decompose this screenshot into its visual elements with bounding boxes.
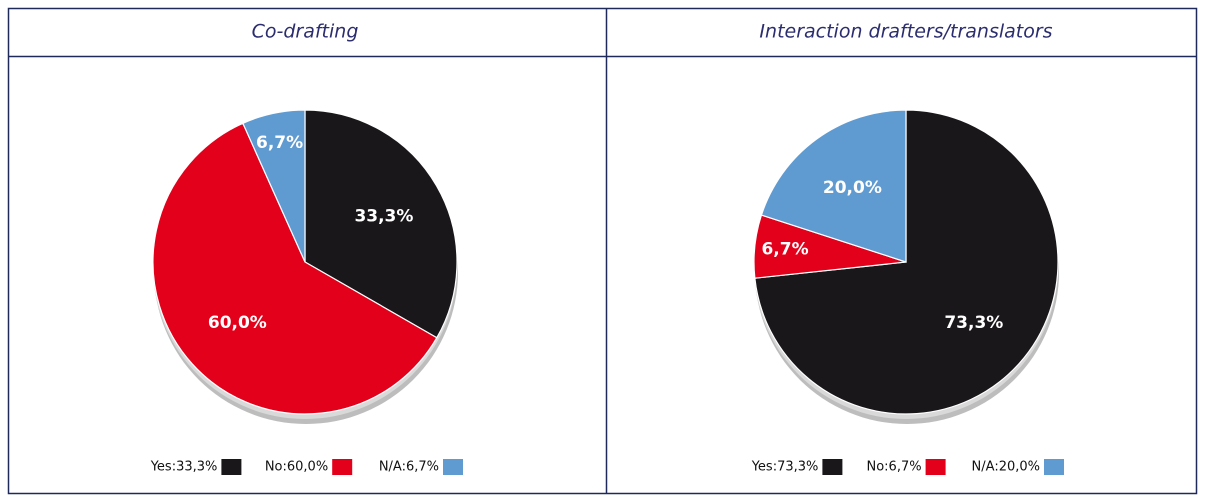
table-border <box>7 7 1198 495</box>
pie-slice <box>242 109 306 263</box>
legend-swatch <box>1044 459 1064 475</box>
slice-label: 20,0% <box>823 178 882 198</box>
slice-label: 60,0% <box>208 313 267 333</box>
slice-label: 33,3% <box>354 206 413 226</box>
pie-slice <box>304 109 458 339</box>
legend-swatch <box>925 459 946 475</box>
slice-label: 6,7% <box>761 239 808 259</box>
pie-slice <box>760 109 907 263</box>
legend-label: No:60,0% <box>265 460 328 475</box>
chart-title: Interaction drafters/translators <box>759 21 1052 43</box>
legend-label: No:6,7% <box>867 460 922 475</box>
legend-swatch <box>443 459 463 475</box>
slice-label: 6,7% <box>256 133 303 153</box>
chart-title: Co-drafting <box>252 21 359 43</box>
legend-label: N/A:20,0% <box>972 460 1040 475</box>
legend-label: Yes:33,3% <box>150 460 218 475</box>
legend-swatch <box>221 459 242 475</box>
legend-label: N/A:6,7% <box>379 460 439 475</box>
legend-swatch <box>822 459 843 475</box>
legend-label: Yes:73,3% <box>751 460 819 475</box>
legend-swatch <box>332 459 353 475</box>
pie-slice <box>152 122 438 415</box>
slice-label: 73,3% <box>944 313 1003 333</box>
